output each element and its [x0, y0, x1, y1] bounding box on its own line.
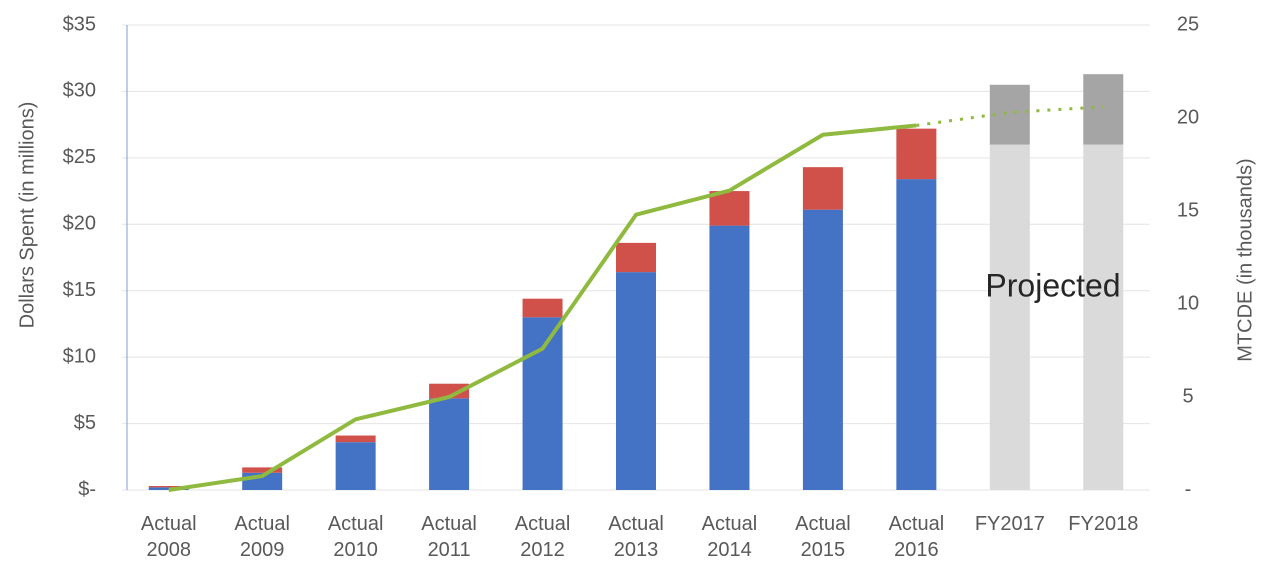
- bar-segment: [896, 128, 937, 180]
- y2-tick-label: 5: [1182, 385, 1193, 407]
- x-tick-label: Actual 2014: [701, 513, 758, 561]
- bar-segment: [522, 317, 563, 490]
- bar-segment: [896, 179, 937, 490]
- y2-axis-title: MTCDE (in thousands): [1234, 158, 1256, 361]
- bar-segment: [335, 435, 376, 443]
- x-tick-label: Actual 2016: [888, 513, 945, 561]
- bar-segment: [989, 144, 1030, 491]
- bar-segment: [709, 191, 750, 226]
- bar-segment: [616, 272, 656, 490]
- y2-tick-label: 25: [1177, 13, 1199, 35]
- line: [168, 123, 917, 492]
- bar-segment: [522, 298, 563, 318]
- bar-segment: [989, 84, 1030, 145]
- y-tick-label: $35: [63, 13, 96, 35]
- y-tick-label: $25: [63, 146, 96, 168]
- bar-segment: [616, 242, 656, 273]
- y-axis-title: Dollars Spent (in millions): [16, 102, 38, 329]
- y-tick-label: $5: [74, 412, 96, 434]
- y2-tick-label: 10: [1177, 292, 1199, 314]
- x-tick-label: Actual 2011: [421, 513, 477, 561]
- bar-segment: [335, 442, 376, 490]
- y-tick-label: $20: [63, 213, 96, 235]
- y-tick-label: $10: [63, 345, 96, 367]
- bar-segment: [1083, 74, 1124, 145]
- x-tick-label: Actual 2015: [795, 513, 851, 561]
- x-tick-label: Actual 2009: [234, 513, 290, 561]
- x-tick-label: Actual 2010: [327, 513, 384, 561]
- y-tick-label: $15: [63, 279, 96, 301]
- y2-tick-label: -: [1185, 478, 1192, 500]
- x-tick-label: FY2017: [974, 513, 1045, 535]
- bar-segment: [148, 486, 189, 488]
- bar-segment: [802, 167, 843, 210]
- line: [916, 105, 1104, 127]
- y2-tick-label: 15: [1177, 199, 1199, 221]
- annotation: Projected: [985, 267, 1120, 303]
- bar-segment: [429, 398, 470, 490]
- y-tick-label: $-: [78, 478, 96, 500]
- y2-tick-label: 20: [1177, 106, 1199, 128]
- x-tick-label: Actual 2013: [608, 513, 664, 561]
- x-tick-label: FY2018: [1068, 513, 1139, 535]
- x-tick-label: Actual 2012: [514, 513, 571, 561]
- bar-segment: [429, 383, 470, 399]
- y-tick-label: $30: [63, 80, 96, 102]
- x-tick-label: Actual 2008: [140, 513, 197, 561]
- bar-segment: [242, 467, 283, 473]
- bar-segment: [709, 225, 750, 490]
- bar-segment: [1083, 144, 1124, 491]
- bar-segment: [802, 209, 843, 490]
